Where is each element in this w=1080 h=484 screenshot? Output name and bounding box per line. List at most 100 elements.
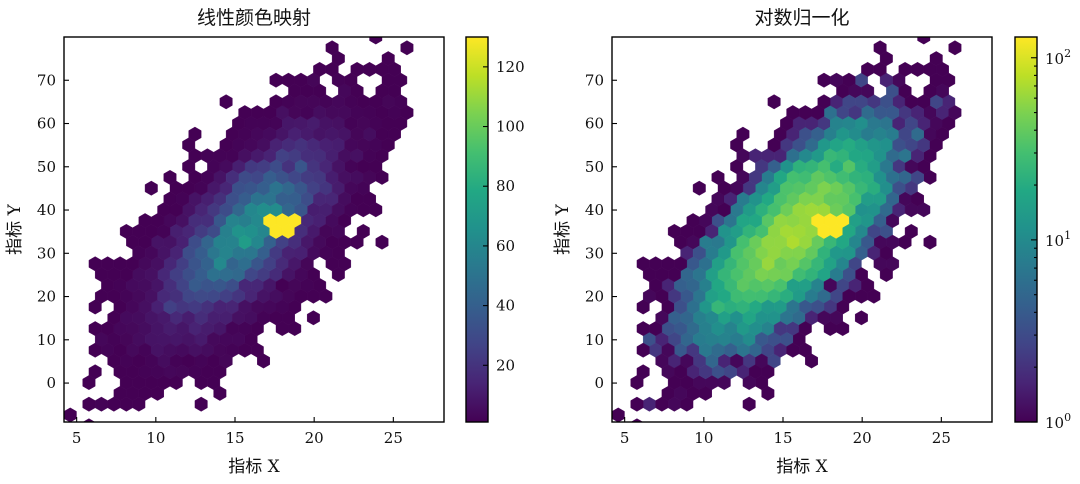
hex-bin: [705, 223, 719, 239]
y-tick-label: 70: [37, 71, 56, 89]
hex-bin: [94, 396, 108, 412]
hex-bin: [207, 159, 221, 175]
hex-bin: [911, 191, 924, 207]
hex-bin: [836, 169, 850, 185]
hex-bin: [313, 191, 327, 207]
hex-bin: [288, 191, 302, 207]
hex-bin: [717, 202, 731, 218]
hex-bin: [257, 353, 270, 369]
y-tick-label: 10: [37, 331, 56, 349]
hex-bin: [313, 83, 327, 99]
hex-bin: [313, 277, 327, 293]
colorbar: 100 101 102: [1014, 36, 1071, 432]
hex-bin: [593, 354, 605, 368]
hex-bin: [692, 267, 706, 283]
hex-bin: [319, 223, 333, 239]
x-tick-label: 25: [384, 429, 403, 447]
hex-bin: [948, 105, 962, 121]
hex-bin: [288, 169, 302, 185]
hex-bin: [82, 396, 96, 412]
hex-bin: [400, 105, 414, 121]
hex-bin: [848, 148, 862, 164]
hex-bin: [126, 299, 140, 315]
hex-bin: [886, 234, 900, 250]
hex-bin: [213, 364, 227, 380]
hex-bin: [767, 137, 781, 153]
hex-bin: [151, 364, 164, 380]
hex-bin: [636, 364, 650, 380]
hex-bin: [157, 223, 171, 239]
hex-bin: [182, 353, 196, 369]
hex-bin: [699, 385, 712, 401]
hex-bin: [612, 407, 625, 422]
hex-bin: [842, 288, 856, 304]
hex-bin: [805, 202, 818, 218]
y-tick-label: 30: [37, 244, 56, 262]
hex-bin: [188, 148, 202, 164]
colorbar-tick-label: 100: [496, 118, 525, 136]
colorbar-tick-label: 60: [496, 237, 515, 255]
hex-bin: [755, 159, 769, 175]
hex-bin: [151, 385, 164, 401]
hex-bins: [593, 8, 979, 422]
hex-bin: [904, 223, 918, 239]
hex-bin: [767, 267, 781, 283]
y-tick-label: 20: [37, 288, 56, 306]
hex-bin: [661, 342, 675, 358]
hex-bin: [742, 288, 756, 304]
hex-bin: [356, 223, 370, 239]
chart-title: 对数归一化: [754, 7, 849, 29]
hex-bin: [163, 169, 177, 185]
colorbar-tick-label: 20: [496, 356, 515, 374]
hex-bin: [194, 375, 208, 391]
hex-bin: [817, 310, 831, 326]
hex-bin: [967, 8, 979, 22]
plot-frame: [611, 36, 993, 423]
hex-bin: [861, 277, 875, 293]
hex-bin: [911, 61, 924, 77]
hex-bin: [381, 137, 395, 153]
hex-bin: [144, 267, 158, 283]
hex-bin: [823, 277, 837, 293]
hex-bin: [88, 342, 102, 358]
hex-bin: [313, 61, 327, 77]
hex-bin: [275, 277, 289, 293]
x-tick-label: 25: [932, 429, 951, 447]
hex-bin: [854, 310, 868, 326]
y-tick-label: 0: [594, 374, 604, 392]
y-tick-label: 60: [585, 115, 604, 133]
hex-bin: [699, 364, 712, 380]
y-tick-label: 10: [585, 331, 604, 349]
hex-bin: [219, 202, 233, 218]
hex-bin: [742, 310, 756, 326]
hex-bin: [942, 72, 956, 88]
hex-bin: [244, 223, 258, 239]
hex-bin: [630, 418, 644, 422]
colorbar-gradient: [466, 37, 488, 422]
hex-bin: [238, 148, 252, 164]
hex-bin: [805, 353, 818, 369]
hex-bin: [649, 256, 663, 272]
hex-bin: [817, 72, 831, 88]
hex-bin: [879, 267, 893, 283]
hex-bin: [929, 137, 943, 153]
hex-bin: [842, 245, 856, 261]
hex-bin: [238, 105, 252, 121]
hex-bin: [767, 202, 781, 218]
hex-bin: [126, 364, 140, 380]
colorbar-frame: [1014, 36, 1038, 423]
hex-bin: [861, 61, 875, 77]
hex-bin: [773, 321, 787, 337]
hex-bin: [219, 137, 233, 153]
y-tick-label: 60: [37, 115, 56, 133]
hex-bin: [169, 288, 183, 304]
x-axis-label: 指标 X: [228, 457, 280, 477]
hex-bin: [923, 83, 937, 99]
y-tick-label: 40: [585, 201, 604, 219]
hex-bin: [294, 245, 308, 261]
hex-bin: [338, 234, 352, 250]
hex-bin: [817, 223, 831, 239]
